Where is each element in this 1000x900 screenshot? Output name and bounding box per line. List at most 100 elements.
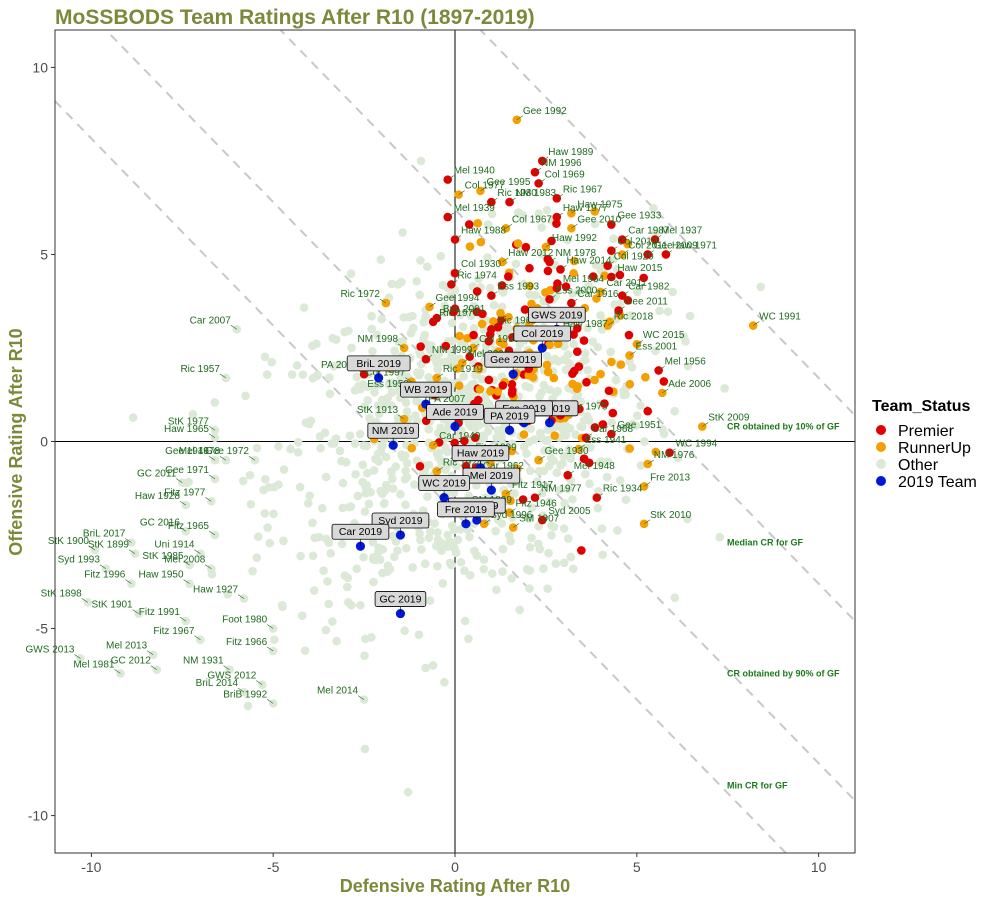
runnerup-point: [476, 237, 486, 247]
point-label: StK 1985: [142, 551, 184, 562]
label-leader: [618, 306, 625, 311]
team-2019-label: Ade 2019: [433, 407, 478, 419]
label-leader: [513, 523, 520, 528]
other-point: [259, 485, 268, 495]
other-point: [369, 577, 378, 587]
premier-point: [507, 389, 517, 398]
label-leader: [208, 455, 216, 461]
premier-point: [525, 263, 534, 273]
point-label: Gee 1971: [165, 465, 209, 476]
point-label: BriB 1992: [223, 689, 267, 700]
other-point: [532, 477, 542, 486]
other-point: [615, 476, 625, 485]
other-point: [277, 600, 287, 610]
other-point: [319, 566, 328, 576]
other-point: [447, 521, 457, 530]
label-leader: [647, 250, 654, 255]
other-point: [609, 234, 618, 244]
other-point: [338, 478, 348, 488]
point-label: Fitz 1991: [139, 607, 181, 618]
label-leader: [607, 261, 614, 266]
label-leader: [447, 175, 454, 180]
other-point: [402, 458, 412, 468]
runnerup-point: [489, 317, 498, 326]
other-point: [651, 228, 660, 237]
y-tick-label: 0: [40, 434, 48, 450]
other-point: [401, 398, 411, 407]
other-point: [582, 411, 592, 421]
other-point: [561, 365, 571, 374]
point-label: Haw 1971: [672, 240, 717, 251]
other-point: [464, 634, 473, 644]
label-leader: [505, 224, 513, 229]
label-leader: [702, 422, 709, 427]
other-point: [527, 503, 537, 512]
label-leader: [74, 654, 81, 659]
team-2019-point: [395, 608, 406, 619]
other-point: [511, 259, 521, 269]
label-leader: [223, 665, 230, 670]
label-leader: [643, 519, 651, 525]
other-point: [543, 435, 553, 445]
other-point: [391, 536, 401, 546]
other-point: [358, 380, 368, 389]
point-label: StK 1901: [91, 600, 133, 611]
label-leader: [208, 530, 216, 536]
other-point: [423, 492, 432, 501]
team-2019-label-box: [483, 407, 536, 424]
other-point: [609, 254, 618, 264]
other-point: [442, 425, 452, 435]
runnerup-point: [632, 339, 642, 349]
other-point: [306, 416, 316, 426]
other-point: [416, 256, 425, 265]
other-point: [515, 340, 525, 349]
other-point: [257, 680, 267, 689]
other-point: [504, 325, 513, 334]
point-label: Col 2011: [628, 240, 668, 251]
other-point: [527, 533, 536, 543]
other-point: [292, 361, 302, 370]
label-leader: [658, 366, 665, 371]
label-leader: [99, 564, 107, 569]
premier-point: [415, 461, 425, 471]
other-point: [525, 584, 534, 593]
point-label: Fitz 1996: [84, 570, 126, 581]
runnerup-point: [486, 387, 495, 396]
other-point: [554, 485, 564, 495]
point-label: Foot 1980: [222, 615, 267, 626]
label-leader: [622, 250, 629, 255]
axis-ticks: -10 -5 0 5 10 -10 -5 0 5 10: [28, 59, 827, 875]
other-point: [324, 599, 334, 609]
point-label: Gee 1995: [486, 177, 530, 188]
runnerup-point: [475, 385, 485, 394]
other-point: [621, 390, 631, 399]
point-label: Ric 1973: [439, 308, 479, 319]
other-point: [308, 373, 318, 383]
runnerup-point: [596, 369, 605, 379]
other-point: [337, 539, 347, 549]
other-point: [210, 398, 220, 407]
other-point: [564, 358, 574, 368]
label-leader: [248, 455, 256, 461]
runnerup-point: [519, 430, 529, 439]
runnerup-point: [603, 321, 613, 330]
runnerup-point: [504, 312, 513, 322]
label-leader: [538, 455, 545, 461]
other-point: [566, 552, 576, 562]
other-point: [400, 474, 410, 484]
other-point: [540, 446, 549, 455]
other-point: [610, 300, 619, 309]
other-point: [355, 429, 365, 439]
other-point: [585, 479, 594, 488]
x-tick-label: 10: [811, 859, 827, 875]
point-label: Haw 2012: [508, 248, 553, 259]
other-point: [621, 495, 631, 504]
premier-point: [577, 546, 586, 555]
label-leader: [357, 695, 365, 700]
other-point: [611, 375, 621, 385]
other-point: [542, 205, 552, 215]
other-point: [462, 395, 472, 405]
runnerup-point: [550, 431, 560, 440]
other-point: [402, 407, 412, 416]
